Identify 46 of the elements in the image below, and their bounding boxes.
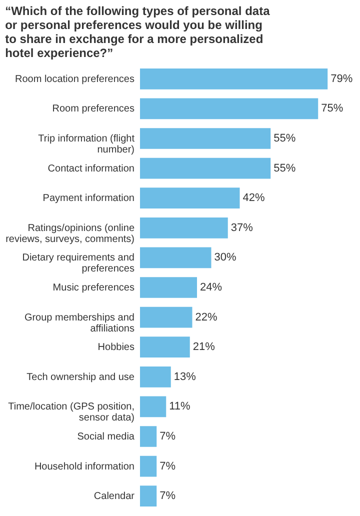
y-tick-label: Household information — [34, 461, 134, 472]
data-label: 21% — [192, 341, 216, 354]
data-label: 7% — [160, 460, 176, 472]
data-label: 11% — [169, 400, 191, 413]
data-label: 13% — [174, 370, 196, 383]
bar — [140, 396, 166, 418]
y-tick-label: Contact information — [48, 163, 134, 174]
bar — [140, 456, 157, 477]
bar — [140, 306, 192, 328]
bar — [140, 247, 212, 268]
data-label: 55% — [274, 162, 296, 174]
bar — [140, 68, 328, 90]
data-label: 79% — [330, 72, 353, 85]
y-tick-label: Payment information — [42, 193, 134, 204]
bar — [140, 158, 271, 179]
bar — [140, 426, 157, 447]
y-tick-label: Ratings/opinions (online reviews, surveys, comments) — [6, 222, 135, 245]
data-label: 24% — [200, 282, 222, 294]
data-label: 42% — [242, 192, 265, 204]
chart-title: “Which of the following types of personal data or personal preferences would you be willing to share in exchange for a more personalized hotel experience?” — [5, 4, 270, 60]
bar — [140, 366, 171, 388]
bar — [140, 277, 197, 298]
data-label: 22% — [195, 311, 218, 324]
y-tick-label: Hobbies — [98, 342, 134, 354]
y-tick-label: Tech ownership and use — [26, 372, 135, 383]
data-label: 7% — [160, 430, 176, 442]
data-label: 75% — [321, 102, 344, 115]
y-tick-label: Social media — [77, 432, 135, 442]
data-label: 55% — [274, 132, 296, 144]
y-tick-label: Room preferences — [52, 104, 134, 115]
y-tick-label: Dietary requirements and preferences — [22, 252, 134, 275]
bar — [140, 188, 240, 209]
y-tick-label: Room location preferences — [14, 74, 134, 85]
y-tick-label: Trip information (flight number) — [38, 134, 135, 156]
y-tick-label: Calendar — [94, 491, 136, 502]
data-label: 37% — [230, 222, 254, 234]
y-tick-label: Group memberships and affiliations — [24, 312, 134, 334]
bar — [140, 336, 190, 358]
bar — [140, 98, 318, 120]
bar — [140, 486, 157, 507]
y-tick-label: Time/location (GPS position, sensor data) — [8, 402, 134, 424]
data-label: 30% — [214, 252, 236, 264]
y-tick-label: Music preferences — [52, 282, 134, 294]
bar — [140, 217, 228, 238]
bar — [140, 128, 271, 149]
data-label: 7% — [160, 490, 176, 502]
